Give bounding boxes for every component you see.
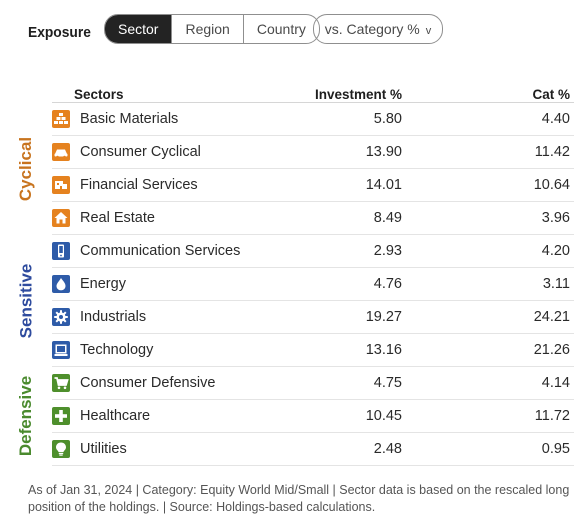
table-row: Industrials 19.27 24.21 — [28, 300, 574, 334]
group-label-cyclical: Cyclical — [16, 136, 36, 201]
group-cyclical: Cyclical — [16, 103, 52, 235]
communication-services-icon — [52, 242, 70, 260]
category-value: 3.96 — [406, 201, 574, 235]
group-defensive: Defensive — [16, 367, 52, 466]
category-value: 4.40 — [406, 102, 574, 136]
category-value: 4.14 — [406, 366, 574, 400]
sector-table: Sectors Investment % Cat % Cyclical Basi… — [16, 82, 574, 466]
sector-name: Consumer Defensive — [80, 366, 252, 400]
column-header-category[interactable]: Cat % — [532, 87, 570, 102]
table-row: Utilities 2.48 0.95 — [28, 432, 574, 466]
group-label-defensive: Defensive — [16, 375, 36, 457]
sector-name: Real Estate — [80, 201, 252, 235]
investment-value: 5.80 — [252, 102, 406, 136]
healthcare-icon — [52, 407, 70, 425]
investment-value: 2.93 — [252, 234, 406, 268]
table-header-row: Sectors Investment % Cat % — [28, 82, 574, 103]
industrials-icon — [52, 308, 70, 326]
footnote: As of Jan 31, 2024 | Category: Equity Wo… — [28, 483, 570, 514]
investment-value: 4.76 — [252, 267, 406, 301]
table-row: Real Estate 8.49 3.96 — [28, 201, 574, 235]
sector-name: Technology — [80, 333, 252, 367]
category-value: 21.26 — [406, 333, 574, 367]
technology-icon — [52, 341, 70, 359]
group-sensitive: Sensitive — [16, 235, 52, 367]
investment-value: 8.49 — [252, 201, 406, 235]
sector-name: Utilities — [80, 432, 252, 466]
compare-category-label: vs. Category % — [324, 21, 420, 37]
chevron-down-icon: v — [425, 25, 432, 37]
column-header-investment[interactable]: Investment % — [314, 87, 402, 102]
exposure-title: Exposure — [28, 24, 91, 41]
basic-materials-icon — [52, 110, 70, 128]
category-value: 11.72 — [406, 399, 574, 433]
category-value: 3.11 — [406, 267, 574, 301]
real-estate-icon — [52, 209, 70, 227]
sector-name: Financial Services — [80, 168, 252, 202]
energy-icon — [52, 275, 70, 293]
category-value: 24.21 — [406, 300, 574, 334]
investment-value: 4.75 — [252, 366, 406, 400]
tab-region[interactable]: Region — [171, 15, 242, 43]
financial-services-icon — [52, 176, 70, 194]
table-row: Cyclical Basic Materials 5.80 4.40 — [16, 102, 574, 201]
table-row: Healthcare 10.45 11.72 — [28, 399, 574, 433]
sector-name: Communication Services — [80, 234, 252, 268]
compare-category-dropdown[interactable]: vs. Category % v — [313, 14, 443, 44]
column-header-sectors[interactable]: Sectors — [74, 87, 124, 102]
tab-country[interactable]: Country — [242, 15, 319, 43]
exposure-header: Exposure Sector Region Country vs. Categ… — [0, 0, 585, 56]
investment-value: 13.16 — [252, 333, 406, 367]
tab-sector[interactable]: Sector — [105, 15, 172, 43]
investment-value: 2.48 — [252, 432, 406, 466]
sector-name: Consumer Cyclical — [80, 135, 252, 169]
table-row: Defensive Consumer Defensive 4.75 4.14 — [16, 366, 574, 456]
category-value: 0.95 — [406, 432, 574, 466]
table-row: Consumer Cyclical 13.90 11.42 — [28, 135, 574, 169]
sector-name: Industrials — [80, 300, 252, 334]
table-row: Energy 4.76 3.11 — [28, 267, 574, 301]
consumer-cyclical-icon — [52, 143, 70, 161]
sector-name: Basic Materials — [80, 102, 252, 136]
category-value: 11.42 — [406, 135, 574, 169]
table-row: Technology 13.16 21.26 — [28, 333, 574, 367]
category-value: 4.20 — [406, 234, 574, 268]
table-row: Sensitive Communication Services 2.93 4.… — [16, 234, 574, 338]
investment-value: 14.01 — [252, 168, 406, 202]
category-value: 10.64 — [406, 168, 574, 202]
investment-value: 13.90 — [252, 135, 406, 169]
group-label-sensitive: Sensitive — [16, 263, 36, 338]
breakdown-tab-group: Sector Region Country — [104, 14, 320, 44]
sector-name: Energy — [80, 267, 252, 301]
investment-value: 10.45 — [252, 399, 406, 433]
investment-value: 19.27 — [252, 300, 406, 334]
utilities-icon — [52, 440, 70, 458]
consumer-defensive-icon — [52, 374, 70, 392]
sector-name: Healthcare — [80, 399, 252, 433]
table-row: Financial Services 14.01 10.64 — [28, 168, 574, 202]
